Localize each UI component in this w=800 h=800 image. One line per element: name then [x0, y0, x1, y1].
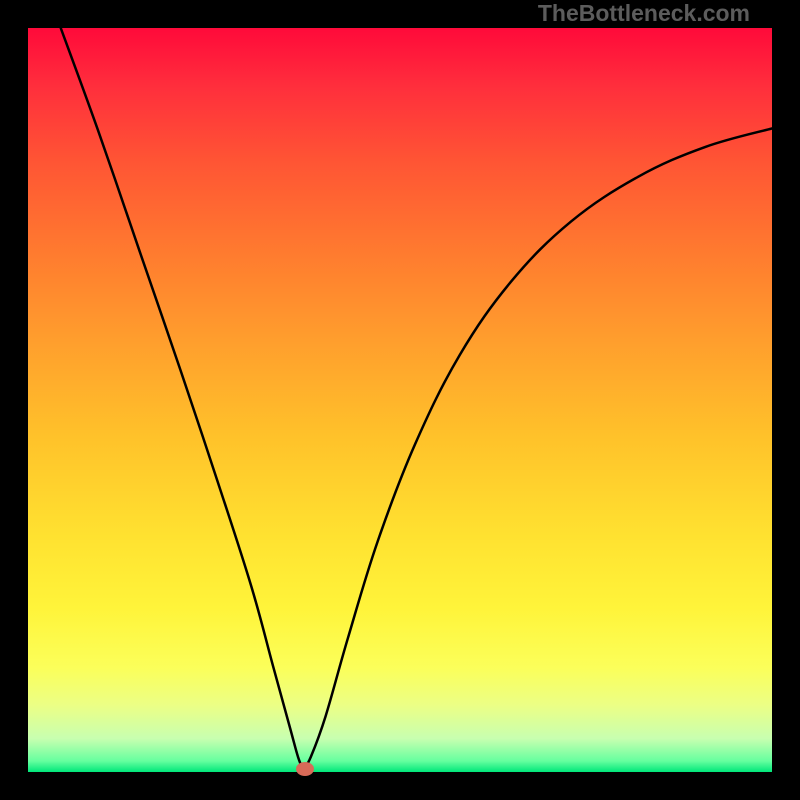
bottleneck-curve	[28, 28, 772, 772]
plot-area	[28, 28, 772, 772]
watermark-text: TheBottleneck.com	[538, 0, 750, 27]
curve-path	[61, 28, 772, 770]
optimum-marker	[296, 762, 314, 776]
chart-frame: TheBottleneck.com	[0, 0, 800, 800]
